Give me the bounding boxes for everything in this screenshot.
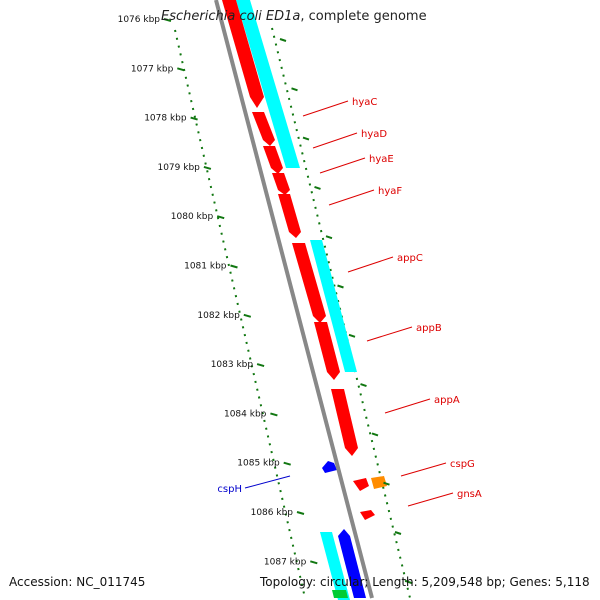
gene-leader-line (312, 132, 358, 149)
gene-label-appB[interactable]: appB (416, 323, 442, 334)
orf-band (320, 532, 350, 600)
kbp-tick-label: 1078 kbp (144, 114, 187, 124)
ruler-tick-mark (163, 18, 172, 22)
kbp-tick-label: 1083 kbp (211, 360, 254, 370)
ruler-tick-mark (279, 38, 287, 42)
ruler-tick-mark (283, 461, 291, 466)
gene-label-hyaD[interactable]: hyaD (361, 129, 387, 140)
cds-arrow (353, 478, 369, 491)
extra-band (332, 590, 348, 598)
ruler-tick-mark (291, 87, 298, 92)
ruler-tick-mark (337, 284, 344, 289)
kbp-tick-label: 1079 kbp (157, 163, 200, 173)
gene-label-cspG[interactable]: cspG (450, 459, 475, 470)
ruler-tick-mark (314, 185, 321, 190)
ruler-tick-mark (243, 313, 252, 318)
gene-leader-line (384, 398, 431, 414)
cds-arrow (292, 243, 326, 323)
ruler-tick-mark (230, 264, 238, 269)
left-ruler-track (174, 29, 306, 599)
gene-label-gnsA[interactable]: gnsA (457, 489, 482, 500)
gene-leader-line (244, 475, 291, 489)
gene-label-hyaC[interactable]: hyaC (352, 97, 377, 108)
ruler-tick-mark (203, 165, 212, 170)
title-suffix: , complete genome (300, 9, 427, 24)
cds-arrow (272, 173, 290, 195)
gene-leader-line (407, 492, 454, 507)
cds-arrow (331, 389, 358, 456)
ruler-tick-mark (383, 481, 390, 486)
kbp-tick-label: 1080 kbp (171, 212, 214, 222)
cds-arrow (252, 112, 275, 146)
ruler-tick-mark (270, 412, 278, 417)
ruler-tick-mark (360, 383, 367, 388)
gene-label-appA[interactable]: appA (434, 395, 460, 406)
ruler-tick-mark (406, 580, 413, 585)
tick-layer: 1076 kbp 1077 kbp 1078 kbp 1079 kbp 1080 kbp… (118, 15, 413, 585)
ruler-tick-mark (296, 511, 305, 515)
orf-bands (236, 0, 357, 600)
genome-backbone (214, 0, 374, 599)
gene-label-appC[interactable]: appC (397, 253, 423, 264)
kbp-tick-label: 1086 kbp (251, 508, 294, 518)
kbp-tick-label: 1081 kbp (184, 262, 227, 272)
cds-arrow (360, 510, 375, 520)
ruler-tick-mark (325, 235, 333, 240)
other-feature (371, 476, 387, 489)
ruler-tick-mark (394, 531, 402, 535)
orf-band (236, 0, 300, 168)
gene-leader-line (347, 256, 394, 273)
gene-leader-line (400, 462, 447, 477)
gene-leader-line (302, 100, 349, 117)
kbp-tick-label: 1084 kbp (224, 409, 267, 419)
ruler-tick-mark (256, 363, 265, 368)
gene-label-hyaE[interactable]: hyaE (369, 154, 394, 165)
cds-arrow (338, 529, 366, 598)
cds-arrow (322, 461, 337, 473)
orf-band (310, 240, 357, 372)
cds-arrow (222, 0, 264, 108)
gene-label-hyaF[interactable]: hyaF (378, 186, 402, 197)
ruler-tick-mark (177, 67, 185, 72)
ruler-tick-mark (348, 333, 356, 338)
kbp-tick-label: 1085 kbp (237, 459, 280, 469)
ruler-tick-mark (216, 215, 225, 220)
gene-label-layer: hyaC hyaD hyaE hyaF appC appB appA cspG gnsA cspH (217, 97, 482, 507)
cds-arrow (263, 146, 283, 174)
cds-arrow (314, 322, 340, 380)
cds-arrow (278, 194, 301, 238)
reverse-cds-arrows (322, 461, 366, 598)
kbp-tick-label: 1082 kbp (197, 311, 240, 321)
gene-leader-line (366, 326, 413, 342)
organism-name: Escherichia coli ED1a (161, 9, 301, 24)
ruler-tick-mark (310, 560, 318, 565)
kbp-tick-label: 1077 kbp (131, 64, 174, 74)
forward-cds-arrows (222, 0, 375, 520)
ruler-tick-mark (302, 136, 310, 141)
map-title: Escherichia coli ED1a, complete genome (161, 9, 427, 24)
right-ruler-track (271, 27, 411, 599)
ruler-tick-mark (190, 116, 198, 121)
kbp-tick-label: 1076 kbp (118, 15, 161, 25)
gene-leader-line (328, 189, 375, 206)
accession-label: Accession: NC_011745 (9, 575, 146, 589)
kbp-tick-label: 1087 kbp (264, 557, 307, 567)
topology-label: Topology: circular; Length: 5,209,548 bp… (260, 575, 590, 589)
gene-label-cspH[interactable]: cspH (217, 484, 242, 495)
ruler-tick-mark (371, 432, 379, 437)
gene-leader-line (319, 157, 366, 174)
